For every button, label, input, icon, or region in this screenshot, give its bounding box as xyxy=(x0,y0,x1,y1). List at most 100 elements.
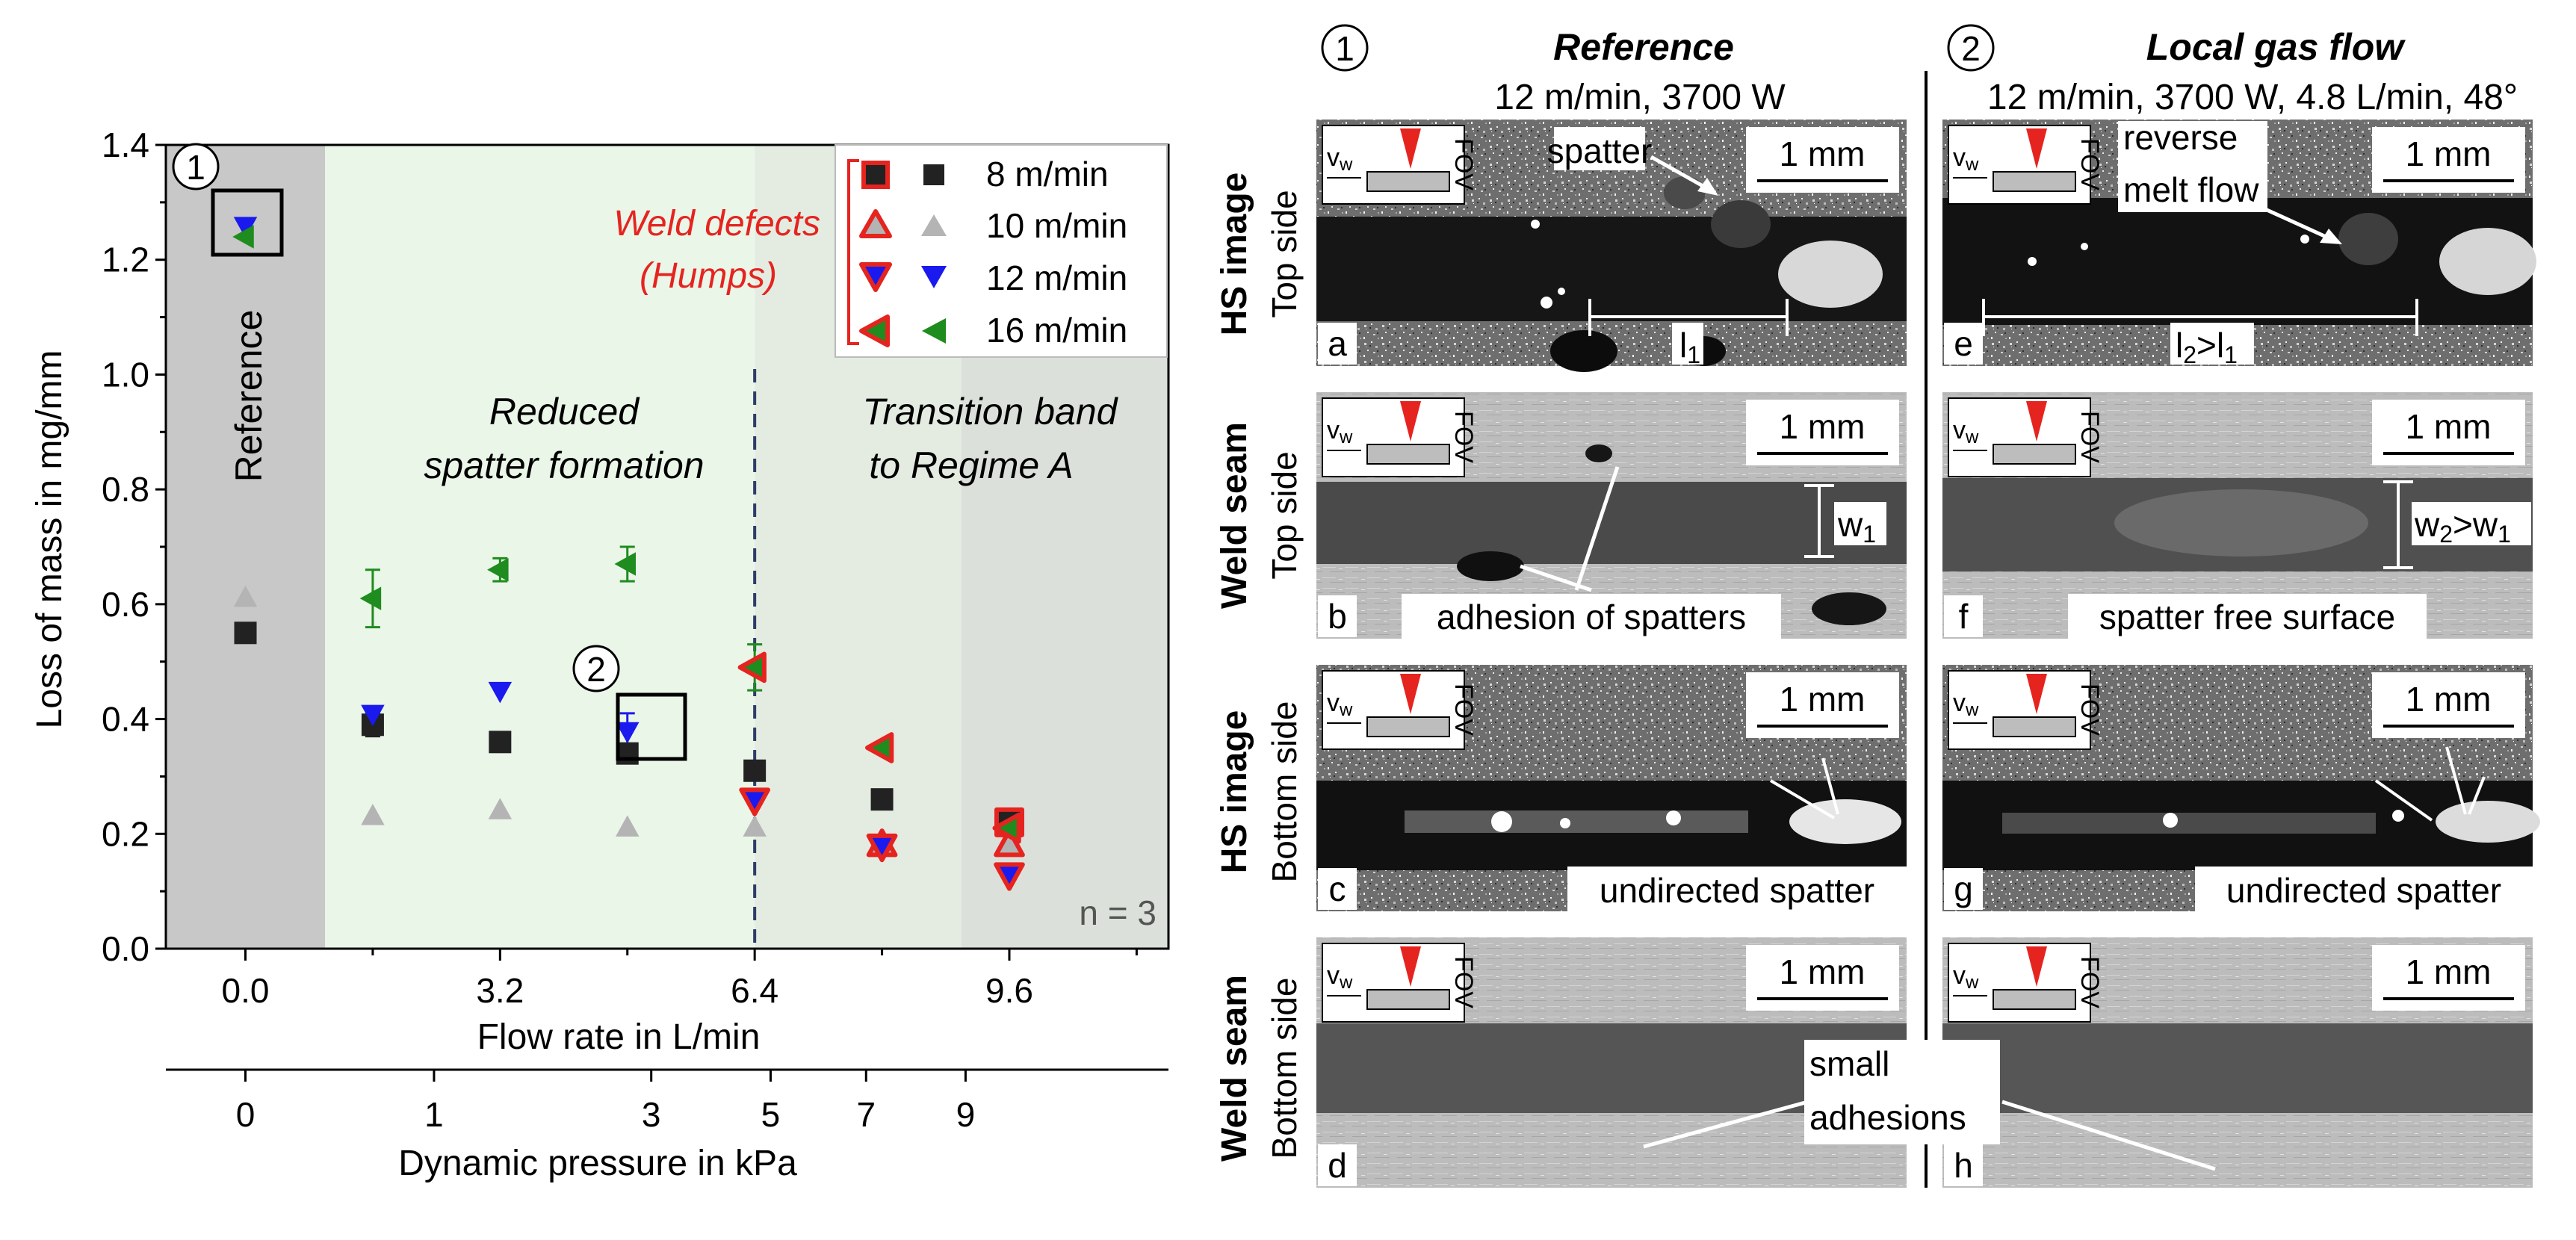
svg-text:1: 1 xyxy=(186,148,205,187)
annotation-l1: l1 xyxy=(1679,326,1700,368)
point-10-m-min-2 xyxy=(488,798,513,819)
inset-vw-label: vw xyxy=(1327,143,1353,175)
inset-vw-label: vw xyxy=(1327,416,1353,447)
panel-letter-bg xyxy=(1318,595,1357,637)
row-1-label: Top side xyxy=(1265,190,1304,317)
point-10-m-min-3 xyxy=(615,815,640,837)
arrow-spatter xyxy=(1650,155,1712,193)
weld-defects-sub-label: (Humps) xyxy=(640,256,777,296)
scale-bar-label: 1 mm xyxy=(1780,407,1866,446)
point-12-m-min-5 xyxy=(866,833,898,863)
x2-tick-label: 5 xyxy=(761,1095,781,1134)
annotation-spatter-free: spatter free surface xyxy=(2099,598,2395,636)
panel-letter-d: d xyxy=(1328,1146,1347,1185)
row-2-label-bold: Weld seam xyxy=(1215,422,1254,609)
inset-vw-label: vw xyxy=(1327,961,1353,993)
data-marks xyxy=(232,217,1025,891)
point-16-m-min-0 xyxy=(232,225,254,249)
point-12-m-min-2 xyxy=(488,681,513,704)
inset-laser-icon xyxy=(1400,128,1421,169)
inset-laser-icon xyxy=(1400,946,1421,987)
annotation-reverse-1: reverse xyxy=(2123,118,2238,157)
point-12-m-min-1 xyxy=(361,704,385,727)
scale-bar-label: 1 mm xyxy=(2406,407,2492,446)
legend-marker-12 xyxy=(921,266,947,288)
annotation-w1: w1 xyxy=(1837,505,1876,548)
inset-vw-label: vw xyxy=(1953,961,1979,993)
y-axis-title: Loss of mass in mg/mm xyxy=(30,350,69,729)
inset-sheet xyxy=(1366,716,1450,737)
scale-bar-label: 1 mm xyxy=(2406,134,2492,173)
inset-laser-icon xyxy=(2026,128,2047,169)
panel-letter-bg xyxy=(1318,868,1357,910)
inset-vw-label: vw xyxy=(1327,689,1353,720)
inset-sheet xyxy=(1993,444,2076,465)
panel-letter-f: f xyxy=(1959,597,1969,636)
inset-vw-label: vw xyxy=(1953,143,1979,175)
inset-sheet xyxy=(1366,989,1450,1010)
inset-vw-label: vw xyxy=(1953,689,1979,720)
row-3-label: Bottom side xyxy=(1265,701,1304,883)
inset-sheet xyxy=(1366,171,1450,192)
legend-label-12: 12 m/min xyxy=(986,258,1127,297)
legend-marker-8-defect xyxy=(861,161,890,189)
point-8-m-min-4 xyxy=(743,759,767,782)
scale-bar-label: 1 mm xyxy=(1780,134,1866,173)
inset-fov-label: FOV xyxy=(2075,956,2104,1008)
row-3-label-bold: HS image xyxy=(1215,710,1254,874)
inset-sheet xyxy=(1993,989,2076,1010)
panel-letter-bg xyxy=(1318,1144,1357,1186)
arrow-reverse-flow xyxy=(2247,199,2332,241)
point-16-m-min-1 xyxy=(359,586,382,610)
panel-letter-h: h xyxy=(1954,1146,1973,1185)
y-tick-label: 0.2 xyxy=(102,814,149,853)
annotation-undirected-g: undirected spatter xyxy=(2226,871,2501,910)
image-panel: 1 Reference 12 m/min, 3700 W 2 Local gas… xyxy=(1215,24,2540,1188)
plot-decor: 0.0 0.2 0.4 0.6 0.8 1.0 1.2 1.4 0.0 3.2 6.4 9.6 0 1 3 5… xyxy=(102,125,1170,1134)
x-tick-label: 0.0 xyxy=(222,971,270,1010)
point-8-m-min-0 xyxy=(234,621,257,645)
x-tick-label: 9.6 xyxy=(985,971,1033,1010)
panel-letter-bg xyxy=(1944,323,1983,365)
scale-bar-label: 1 mm xyxy=(2406,952,2492,991)
inset-sheet xyxy=(1993,716,2076,737)
region-1 xyxy=(325,145,755,949)
region-label-reduced-2: spatter formation xyxy=(424,444,704,486)
legend-marker-12-defect xyxy=(859,262,892,292)
point-8-m-min-2 xyxy=(489,731,512,754)
inset-laser-icon xyxy=(2026,946,2047,987)
row-4-label: Bottom side xyxy=(1265,978,1304,1159)
x2-tick-label: 7 xyxy=(856,1095,876,1134)
sample-count-note: n = 3 xyxy=(1079,893,1157,932)
legend-marker-16-defect xyxy=(859,314,890,347)
panel-letter-bg xyxy=(1944,595,1983,637)
x2-tick-label: 0 xyxy=(236,1095,256,1134)
inset-fov-label: FOV xyxy=(1449,411,1478,463)
annotation-spatter: spatter xyxy=(1547,131,1653,170)
annotation-small: small xyxy=(1809,1044,1889,1083)
x-tick-label: 6.4 xyxy=(731,971,778,1010)
callout-2: 2 xyxy=(572,645,687,761)
point-16-m-min-6 xyxy=(992,812,1021,844)
region-label-reference: Reference xyxy=(228,310,270,483)
panel-letter-g: g xyxy=(1954,869,1973,908)
annotation-w2-gt-w1: w2>w1 xyxy=(2414,505,2511,548)
point-10-m-min-1 xyxy=(361,803,385,825)
panel-letter-e: e xyxy=(1954,324,1973,363)
y-tick-label: 0.8 xyxy=(102,470,149,509)
arrow-adhesion-1 xyxy=(1574,466,1620,591)
annotation-adhesions: adhesions xyxy=(1809,1098,1966,1137)
x2-axis-title: Dynamic pressure in kPa xyxy=(398,1144,797,1183)
point-10-m-min-0 xyxy=(233,585,258,607)
chart: 0.0 0.2 0.4 0.6 0.8 1.0 1.2 1.4 0.0 3.2 6.4 9.6 0 1 3 5… xyxy=(30,125,1170,1183)
row-1-label-bold: HS image xyxy=(1215,173,1254,336)
x2-tick-label: 9 xyxy=(956,1095,976,1134)
region-label-transition-2: to Regime A xyxy=(869,444,1073,486)
inset-fov-label: FOV xyxy=(2075,411,2104,463)
row-2-label: Top side xyxy=(1265,451,1304,579)
point-12-m-min-0 xyxy=(233,217,258,238)
panel-letter-c: c xyxy=(1329,869,1346,908)
y-tick-label: 1.4 xyxy=(102,125,149,164)
point-10-m-min-4 xyxy=(743,815,767,837)
legend-marker-10 xyxy=(921,214,947,236)
